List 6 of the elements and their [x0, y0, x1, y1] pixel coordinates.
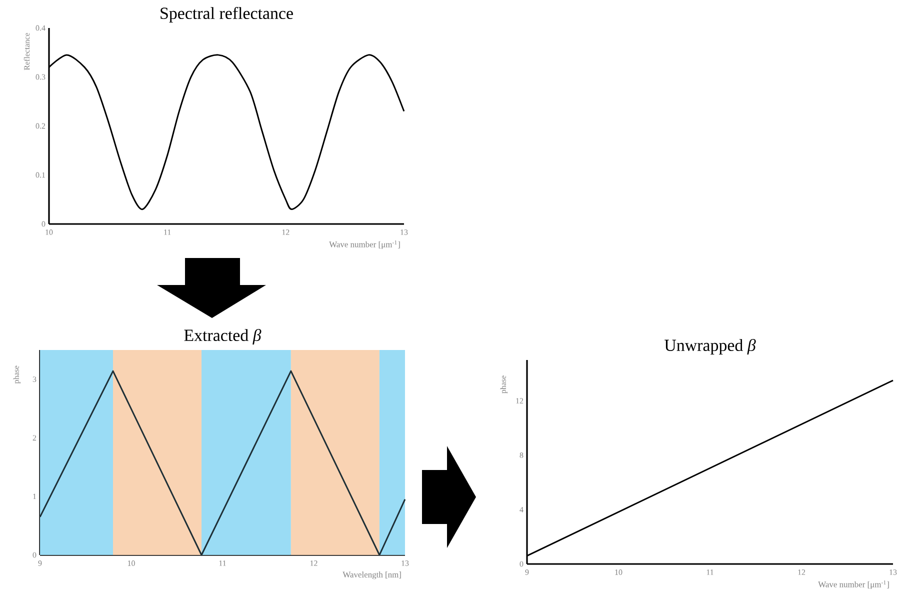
chart-title: Spectral reflectance [160, 6, 293, 22]
x-axis-title: Wave number [μm$^{-1}$] [329, 240, 400, 250]
chart-title: Unwrapped β [664, 338, 756, 354]
chart-title: Extracted β [184, 328, 262, 344]
x-axis-title: Wave number [μm$^{-1}$] [818, 580, 889, 590]
x-axis-title: Wavelength [nm] [342, 571, 401, 580]
